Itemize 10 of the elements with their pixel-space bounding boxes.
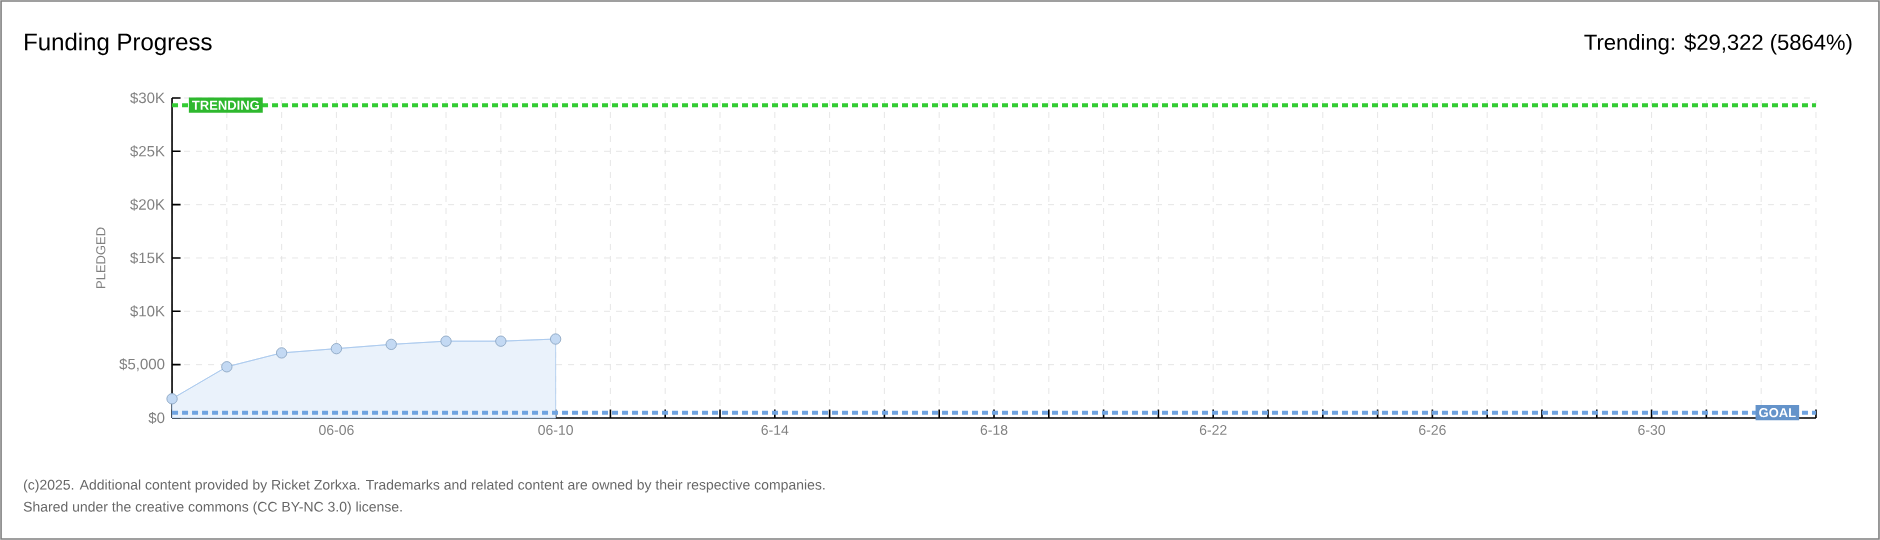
point	[440, 335, 452, 347]
point	[276, 347, 288, 359]
point	[166, 393, 178, 405]
point	[550, 333, 562, 345]
point	[385, 338, 397, 350]
text: Trending: $29,322 (5864%)	[1584, 33, 1852, 55]
point	[330, 343, 343, 355]
point	[221, 361, 233, 373]
point	[495, 335, 507, 347]
chart-title: Funding Progress	[25, 32, 212, 56]
